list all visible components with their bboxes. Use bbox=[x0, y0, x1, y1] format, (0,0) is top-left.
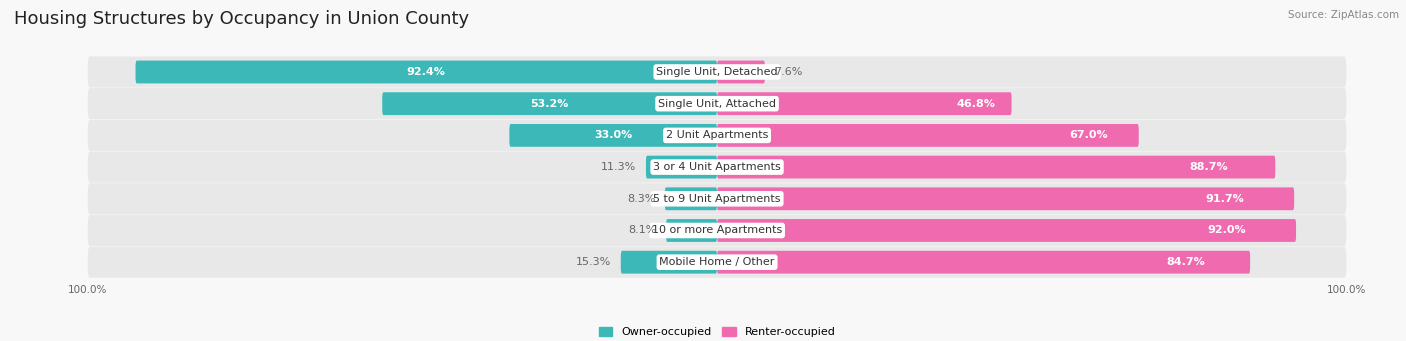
FancyBboxPatch shape bbox=[87, 183, 1347, 214]
Text: 46.8%: 46.8% bbox=[957, 99, 995, 109]
FancyBboxPatch shape bbox=[645, 156, 717, 178]
Text: 11.3%: 11.3% bbox=[602, 162, 637, 172]
Text: 67.0%: 67.0% bbox=[1069, 130, 1108, 140]
Text: 7.6%: 7.6% bbox=[775, 67, 803, 77]
FancyBboxPatch shape bbox=[665, 187, 717, 210]
FancyBboxPatch shape bbox=[717, 187, 1294, 210]
FancyBboxPatch shape bbox=[717, 156, 1275, 178]
FancyBboxPatch shape bbox=[621, 251, 717, 273]
Text: 10 or more Apartments: 10 or more Apartments bbox=[652, 225, 782, 236]
Text: 2 Unit Apartments: 2 Unit Apartments bbox=[666, 130, 768, 140]
Text: 53.2%: 53.2% bbox=[530, 99, 569, 109]
Text: 3 or 4 Unit Apartments: 3 or 4 Unit Apartments bbox=[654, 162, 780, 172]
Text: Housing Structures by Occupancy in Union County: Housing Structures by Occupancy in Union… bbox=[14, 10, 470, 28]
Text: Single Unit, Detached: Single Unit, Detached bbox=[657, 67, 778, 77]
Text: 92.4%: 92.4% bbox=[406, 67, 446, 77]
Text: 92.0%: 92.0% bbox=[1208, 225, 1246, 236]
Text: 8.3%: 8.3% bbox=[627, 194, 655, 204]
Text: 5 to 9 Unit Apartments: 5 to 9 Unit Apartments bbox=[654, 194, 780, 204]
FancyBboxPatch shape bbox=[717, 61, 765, 84]
Text: Source: ZipAtlas.com: Source: ZipAtlas.com bbox=[1288, 10, 1399, 20]
FancyBboxPatch shape bbox=[135, 61, 717, 84]
FancyBboxPatch shape bbox=[717, 251, 1250, 273]
FancyBboxPatch shape bbox=[87, 57, 1347, 88]
Text: 84.7%: 84.7% bbox=[1167, 257, 1205, 267]
Text: 88.7%: 88.7% bbox=[1189, 162, 1227, 172]
FancyBboxPatch shape bbox=[666, 219, 717, 242]
Text: 91.7%: 91.7% bbox=[1205, 194, 1244, 204]
Text: 15.3%: 15.3% bbox=[576, 257, 612, 267]
FancyBboxPatch shape bbox=[382, 92, 717, 115]
FancyBboxPatch shape bbox=[717, 219, 1296, 242]
Legend: Owner-occupied, Renter-occupied: Owner-occupied, Renter-occupied bbox=[599, 327, 835, 337]
Text: Single Unit, Attached: Single Unit, Attached bbox=[658, 99, 776, 109]
FancyBboxPatch shape bbox=[717, 92, 1011, 115]
Text: 8.1%: 8.1% bbox=[628, 225, 657, 236]
FancyBboxPatch shape bbox=[509, 124, 717, 147]
Text: 33.0%: 33.0% bbox=[595, 130, 633, 140]
FancyBboxPatch shape bbox=[717, 124, 1139, 147]
FancyBboxPatch shape bbox=[87, 247, 1347, 278]
FancyBboxPatch shape bbox=[87, 151, 1347, 183]
FancyBboxPatch shape bbox=[87, 215, 1347, 246]
FancyBboxPatch shape bbox=[87, 88, 1347, 119]
Text: Mobile Home / Other: Mobile Home / Other bbox=[659, 257, 775, 267]
FancyBboxPatch shape bbox=[87, 120, 1347, 151]
